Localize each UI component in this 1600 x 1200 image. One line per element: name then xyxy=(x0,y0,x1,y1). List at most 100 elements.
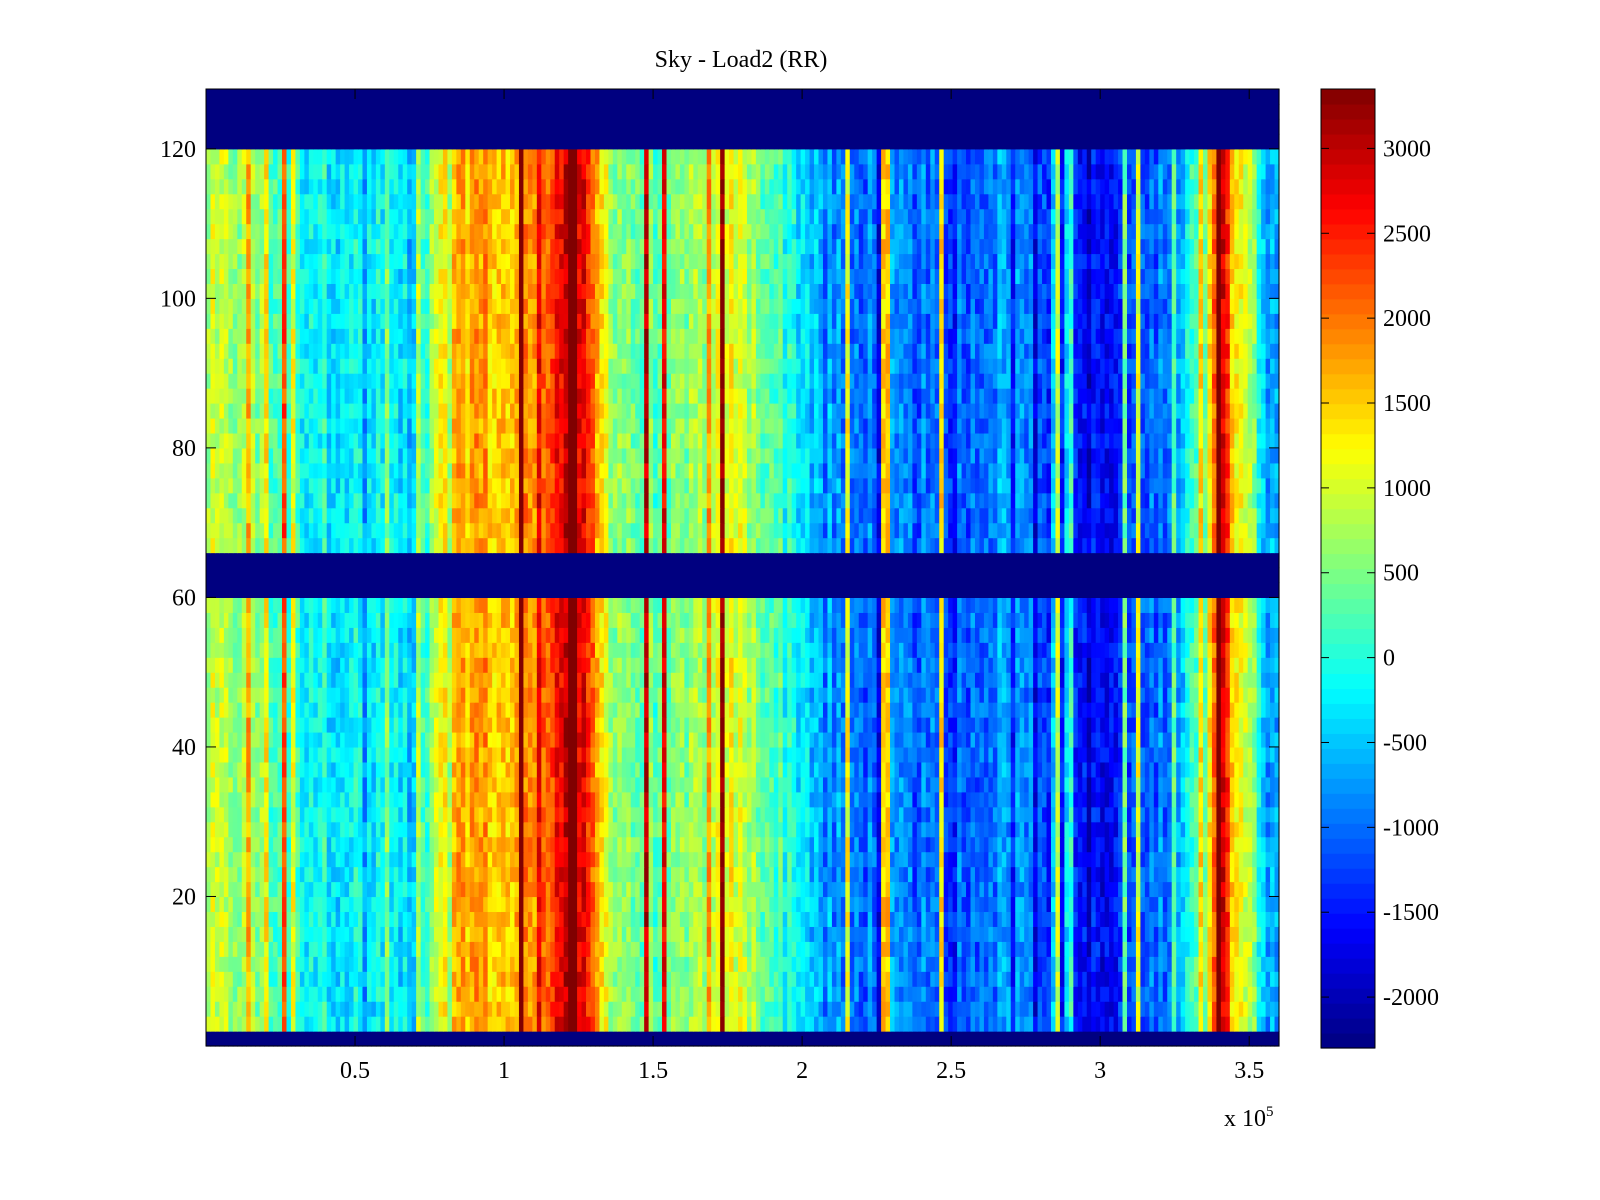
heatmap-cell xyxy=(997,746,1003,763)
heatmap-cell xyxy=(746,866,753,883)
heatmap-cell xyxy=(921,851,927,868)
heatmap-cell xyxy=(380,761,386,778)
heatmap-cell xyxy=(232,896,238,913)
heatmap-cell xyxy=(1068,851,1074,868)
heatmap-cell xyxy=(1140,1031,1146,1047)
heatmap-cell xyxy=(214,761,221,778)
heatmap-cell xyxy=(295,806,301,823)
heatmap-cell xyxy=(1207,776,1213,793)
heatmap-cell xyxy=(487,821,493,838)
heatmap-cell xyxy=(805,761,811,778)
heatmap-cell xyxy=(621,1031,627,1047)
heatmap-cell xyxy=(854,971,860,987)
heatmap-cell xyxy=(626,941,632,957)
heatmap-cell xyxy=(787,1016,793,1032)
heatmap-cell xyxy=(626,761,632,778)
heatmap-cell xyxy=(751,761,757,778)
heatmap-cell xyxy=(1006,806,1012,823)
heatmap-cell xyxy=(988,956,994,972)
heatmap-cell xyxy=(679,821,685,838)
heatmap-cell xyxy=(635,821,641,838)
heatmap-cell xyxy=(983,806,989,823)
heatmap-cell xyxy=(581,911,587,927)
heatmap-cell xyxy=(693,896,699,913)
heatmap-cell xyxy=(456,761,462,778)
heatmap-cell xyxy=(898,1031,905,1047)
heatmap-cell xyxy=(1252,851,1258,868)
heatmap-cell xyxy=(581,881,587,898)
heatmap-cell xyxy=(961,986,967,1002)
heatmap-cell xyxy=(948,821,954,838)
heatmap-cell xyxy=(1261,746,1267,763)
heatmap-cell xyxy=(702,941,708,957)
heatmap-cell xyxy=(867,926,873,942)
heatmap-cell xyxy=(679,851,685,868)
heatmap-cell xyxy=(997,911,1003,927)
heatmap-cell xyxy=(518,896,525,913)
heatmap-cell xyxy=(894,791,900,808)
heatmap-cell xyxy=(872,731,878,748)
heatmap-cell xyxy=(849,1016,855,1032)
heatmap-cell xyxy=(635,1001,641,1017)
heatmap-cell xyxy=(773,881,779,898)
heatmap-cell xyxy=(1118,836,1124,853)
heatmap-cell xyxy=(581,926,587,942)
heatmap-cell xyxy=(1131,1031,1137,1047)
heatmap-cell xyxy=(809,866,815,883)
heatmap-cell xyxy=(206,971,212,987)
heatmap-cell xyxy=(809,926,815,942)
heatmap-cell xyxy=(1109,941,1115,957)
heatmap-cell xyxy=(586,866,592,883)
heatmap-cell xyxy=(366,1016,373,1032)
heatmap-cell xyxy=(1064,926,1070,942)
heatmap-cell xyxy=(760,956,766,972)
heatmap-cell xyxy=(1225,881,1231,898)
heatmap-cell xyxy=(581,821,587,838)
heatmap-cell xyxy=(1185,941,1191,957)
heatmap-cell xyxy=(1167,911,1173,927)
heatmap-cell xyxy=(684,941,690,957)
heatmap-cell xyxy=(1153,866,1159,883)
heatmap-cell xyxy=(380,776,386,793)
heatmap-cell xyxy=(594,776,601,793)
heatmap-cell xyxy=(1261,881,1267,898)
heatmap-cell xyxy=(447,1031,453,1047)
heatmap-cell xyxy=(1024,881,1030,898)
heatmap-cell xyxy=(751,971,757,987)
heatmap-cell xyxy=(232,911,238,927)
heatmap-cell xyxy=(773,791,779,808)
heatmap-cell xyxy=(483,1001,489,1017)
heatmap-cell xyxy=(518,746,525,763)
heatmap-cell xyxy=(219,1031,225,1047)
heatmap-cell xyxy=(214,971,221,987)
heatmap-cell xyxy=(872,941,878,957)
heatmap-cell xyxy=(755,896,761,913)
heatmap-cell xyxy=(670,1016,677,1032)
heatmap-cell xyxy=(1229,746,1235,763)
heatmap-cell xyxy=(760,836,766,853)
heatmap-cell xyxy=(282,926,288,942)
heatmap-cell xyxy=(796,911,802,927)
heatmap-cell xyxy=(1046,971,1052,987)
heatmap-cell xyxy=(1270,746,1276,763)
heatmap-cell xyxy=(961,851,967,868)
heatmap-cell xyxy=(858,941,864,957)
heatmap-cell xyxy=(957,911,963,927)
heatmap-cell xyxy=(992,731,998,748)
heatmap-cell xyxy=(1010,791,1016,808)
heatmap-cell xyxy=(295,971,301,987)
heatmap-cell xyxy=(1050,821,1057,838)
heatmap-cell xyxy=(612,1001,618,1017)
heatmap-cell xyxy=(1261,836,1267,853)
heatmap-cell xyxy=(1010,881,1016,898)
heatmap-cell xyxy=(295,761,301,778)
heatmap-cell xyxy=(773,956,779,972)
heatmap-cell xyxy=(791,866,797,883)
heatmap-cell xyxy=(760,1016,766,1032)
heatmap-cell xyxy=(997,1001,1003,1017)
heatmap-cell xyxy=(206,866,212,883)
heatmap-cell xyxy=(1064,731,1070,748)
heatmap-cell xyxy=(867,806,873,823)
heatmap-cell xyxy=(1068,731,1074,748)
heatmap-cell xyxy=(407,746,413,763)
